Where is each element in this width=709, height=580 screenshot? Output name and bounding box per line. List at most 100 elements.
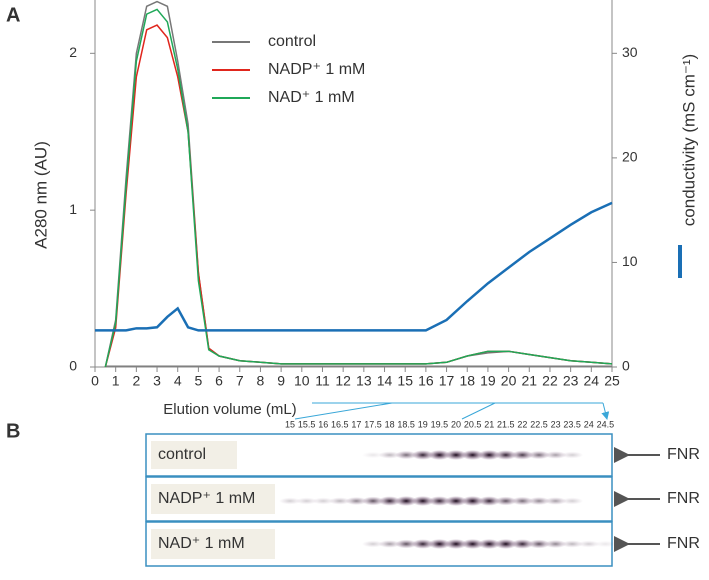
gel-band xyxy=(461,539,484,549)
gel-band xyxy=(511,496,534,506)
gel-band xyxy=(494,496,517,506)
gel-band xyxy=(494,450,517,460)
x-tick-label: 20 xyxy=(501,373,517,389)
y2-tick-label: 20 xyxy=(622,149,638,165)
x-tick-label: 7 xyxy=(236,373,244,389)
x-tick-label: 17 xyxy=(439,373,455,389)
gel-band xyxy=(528,450,550,460)
gel-band xyxy=(594,540,617,548)
fraction-label: 23 xyxy=(551,419,561,429)
fraction-label: 18.5 xyxy=(397,419,415,429)
gel-band xyxy=(544,497,567,505)
lane-label: control xyxy=(158,446,206,463)
fraction-label: 15 xyxy=(285,419,295,429)
series-line xyxy=(95,201,613,332)
gel-band xyxy=(544,540,567,548)
fraction-label: 16.5 xyxy=(331,419,349,429)
gel-band xyxy=(378,451,401,459)
x-tick-label: 15 xyxy=(397,373,413,389)
gel-band xyxy=(279,497,301,505)
gel-band xyxy=(312,497,335,505)
x-tick-label: 22 xyxy=(542,373,558,389)
lane-label-bg xyxy=(151,484,275,514)
series-line xyxy=(104,8,613,368)
gel-band xyxy=(561,540,584,548)
marker-label: FNR xyxy=(667,446,700,463)
gel-band xyxy=(378,540,401,548)
x-tick-label: 10 xyxy=(294,373,310,389)
lane-label-bg xyxy=(151,529,275,559)
legend-label: control xyxy=(268,33,316,50)
gel-band xyxy=(345,497,368,505)
x-tick-label: 16 xyxy=(418,373,434,389)
plot: 0 1 2 3 4 5 6 7 8 9 10 11 12 13 14 15 16 17 18 19 20 21 22 23 24… xyxy=(31,0,698,418)
series-line xyxy=(104,0,613,368)
legend-label: NAD⁺ 1 mM xyxy=(268,89,355,106)
gel-band xyxy=(411,539,434,549)
x-tick-label: 8 xyxy=(257,373,265,389)
gel-band xyxy=(461,450,484,460)
x-tick-label: 13 xyxy=(356,373,372,389)
gel-band xyxy=(428,496,451,506)
fraction-label: 19.5 xyxy=(431,419,449,429)
legend-label: NADP⁺ 1 mM xyxy=(268,61,365,78)
gel-band xyxy=(445,539,467,549)
x-tick-label: 1 xyxy=(112,373,120,389)
fraction-label: 23.5 xyxy=(563,419,581,429)
gel-band xyxy=(478,450,501,460)
fraction-label: 18 xyxy=(385,419,395,429)
gel-band xyxy=(411,496,434,506)
gel-band xyxy=(428,450,451,460)
gel-band xyxy=(378,496,401,506)
gel-band xyxy=(411,450,434,460)
gel-band xyxy=(577,540,600,548)
fraction-label: 22.5 xyxy=(530,419,548,429)
lane-label: NADP⁺ 1 mM xyxy=(158,490,255,507)
x-tick-label: 2 xyxy=(132,373,140,389)
marker-label: FNR xyxy=(667,535,700,552)
gel-band xyxy=(395,496,418,506)
x-tick-label: 19 xyxy=(480,373,496,389)
gel-band xyxy=(395,539,418,549)
lane-label: NAD⁺ 1 mM xyxy=(158,535,245,552)
x-tick-label: 3 xyxy=(153,373,161,389)
gel-band xyxy=(428,539,451,549)
y2-axis-label: conductivity (mS cm⁻¹) xyxy=(679,54,698,226)
fraction-label: 20.5 xyxy=(464,419,482,429)
gel-band xyxy=(461,496,484,506)
lane-label-bg xyxy=(151,441,237,469)
fraction-label: 15.5 xyxy=(298,419,316,429)
connector xyxy=(294,402,607,419)
gel-band xyxy=(528,539,550,549)
x-tick-label: 9 xyxy=(277,373,285,389)
gel-band xyxy=(494,539,517,549)
fraction-label: 17 xyxy=(351,419,361,429)
gel-band xyxy=(328,497,351,505)
x-tick-label: 14 xyxy=(377,373,393,389)
gel-band xyxy=(544,451,567,459)
fraction-label: 20 xyxy=(451,419,461,429)
gel: 15 15.5 16 16.5 17 17.5 18 18.5 19 19.5 20 20.5 21 21… xyxy=(145,419,700,567)
gel-band xyxy=(528,497,550,505)
x-tick-label: 12 xyxy=(335,373,351,389)
fraction-label: 21.5 xyxy=(497,419,515,429)
y-tick-label: 2 xyxy=(69,44,77,60)
marker-label: FNR xyxy=(667,490,700,507)
y-tick-label: 1 xyxy=(69,201,77,217)
gel-band xyxy=(395,450,418,460)
x-tick-label: 11 xyxy=(315,373,330,389)
y-axis-label: A280 nm (AU) xyxy=(31,141,50,249)
fraction-label: 24.5 xyxy=(597,419,615,429)
y2-tick-label: 0 xyxy=(622,358,630,374)
fraction-label: 24 xyxy=(584,419,594,429)
gel-band xyxy=(478,496,501,506)
gel-band xyxy=(478,539,501,549)
x-tick-label: 21 xyxy=(521,373,537,389)
y2-tick-label: 10 xyxy=(622,253,638,269)
gel-band xyxy=(362,496,384,506)
fraction-label: 19 xyxy=(418,419,428,429)
gel-band xyxy=(561,497,584,505)
x-axis-label: Elution volume (mL) xyxy=(163,401,296,418)
gel-band xyxy=(511,539,534,549)
